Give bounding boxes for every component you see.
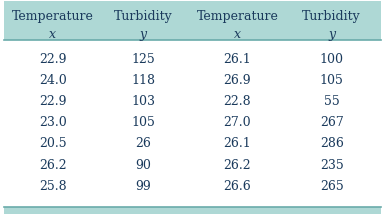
Text: 99: 99 (135, 180, 151, 193)
Text: y: y (328, 28, 335, 41)
Text: Turbidity: Turbidity (114, 10, 173, 23)
Text: 103: 103 (131, 95, 155, 108)
Text: 27.0: 27.0 (223, 116, 251, 129)
Text: 235: 235 (320, 158, 343, 172)
Text: 100: 100 (320, 53, 344, 66)
Text: 26: 26 (135, 137, 151, 150)
Text: 22.9: 22.9 (39, 95, 66, 108)
Text: x: x (234, 28, 241, 41)
Text: 20.5: 20.5 (39, 137, 66, 150)
Text: 22.8: 22.8 (223, 95, 251, 108)
Text: 26.2: 26.2 (223, 158, 251, 172)
Text: 26.6: 26.6 (223, 180, 251, 193)
Text: 26.9: 26.9 (223, 74, 251, 87)
Text: 118: 118 (131, 74, 155, 87)
Text: 25.8: 25.8 (39, 180, 66, 193)
Text: 105: 105 (320, 74, 343, 87)
Text: 26.2: 26.2 (39, 158, 66, 172)
Text: 26.1: 26.1 (223, 137, 251, 150)
Text: 22.9: 22.9 (39, 53, 66, 66)
Text: 267: 267 (320, 116, 343, 129)
Text: y: y (140, 28, 147, 41)
Text: Temperature: Temperature (12, 10, 94, 23)
Text: 24.0: 24.0 (39, 74, 67, 87)
Text: 55: 55 (324, 95, 340, 108)
Text: 286: 286 (320, 137, 343, 150)
Text: 26.1: 26.1 (223, 53, 251, 66)
Text: 105: 105 (131, 116, 155, 129)
FancyBboxPatch shape (4, 207, 380, 214)
Text: 90: 90 (135, 158, 151, 172)
Text: x: x (49, 28, 56, 41)
Text: 265: 265 (320, 180, 343, 193)
Text: 125: 125 (131, 53, 155, 66)
Text: 23.0: 23.0 (39, 116, 67, 129)
Text: Temperature: Temperature (196, 10, 278, 23)
FancyBboxPatch shape (4, 1, 380, 40)
Text: Turbidity: Turbidity (302, 10, 361, 23)
